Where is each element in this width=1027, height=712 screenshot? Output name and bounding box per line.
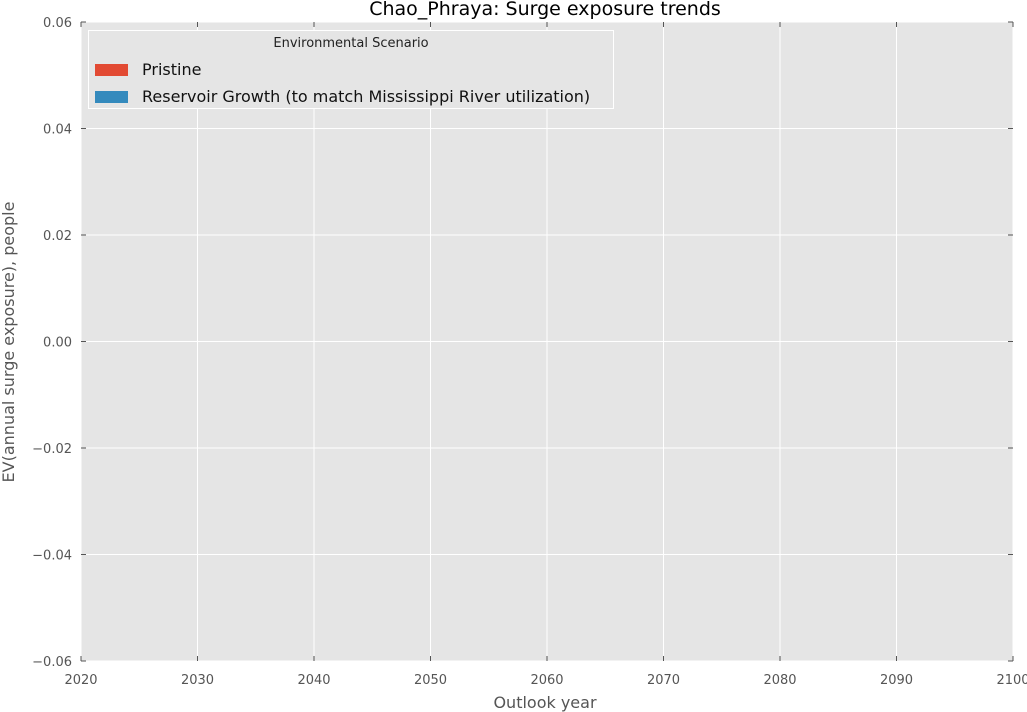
x-tick-label: 2060 (530, 673, 563, 688)
x-tick-label: 2050 (414, 673, 447, 688)
legend: Environmental Scenario Pristine Reservoi… (88, 30, 614, 109)
legend-title: Environmental Scenario (273, 36, 429, 51)
legend-swatch-reservoir-growth (95, 90, 128, 103)
y-tick-label: 0.04 (43, 123, 72, 138)
y-tick-label: −0.06 (32, 655, 72, 670)
legend-item-pristine: Pristine (95, 60, 201, 79)
legend-label-reservoir-growth: Reservoir Growth (to match Mississippi R… (142, 87, 591, 106)
legend-swatch-pristine (95, 63, 128, 76)
x-tick-label: 2030 (181, 673, 214, 688)
x-axis-label: Outlook year (493, 693, 597, 712)
x-tick-label: 2100 (996, 673, 1027, 688)
chart-title: Chao_Phraya: Surge exposure trends (369, 0, 721, 20)
y-axis-label: EV(annual surge exposure), people (0, 202, 18, 483)
legend-item-reservoir-growth: Reservoir Growth (to match Mississippi R… (95, 87, 590, 106)
x-tick-label: 2020 (64, 673, 97, 688)
x-tick-label: 2040 (297, 673, 330, 688)
y-tick-label: 0.00 (43, 336, 72, 351)
legend-label-pristine: Pristine (142, 60, 202, 79)
y-tick-label: 0.02 (43, 229, 72, 244)
axis-ticks: 2020 2030 2040 2050 2060 2070 2080 2090 2100 0.06… (32, 16, 1027, 688)
x-tick-label: 2090 (880, 673, 913, 688)
y-tick-label: −0.04 (32, 549, 72, 564)
x-tick-label: 2080 (763, 673, 796, 688)
y-tick-label: 0.06 (43, 16, 72, 31)
x-tick-label: 2070 (647, 673, 680, 688)
y-tick-label: −0.02 (32, 442, 72, 457)
